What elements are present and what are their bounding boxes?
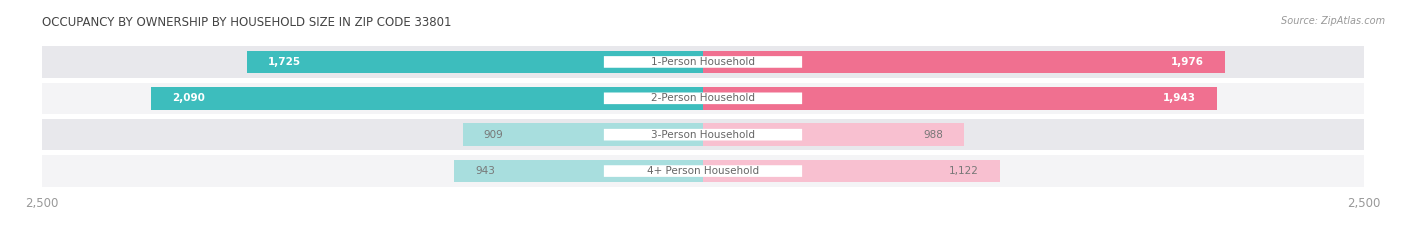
Bar [463,123,703,146]
FancyBboxPatch shape [603,93,803,104]
Bar [703,123,965,146]
Text: 4+ Person Household: 4+ Person Household [647,166,759,176]
Text: 1-Person Household: 1-Person Household [651,57,755,67]
Text: 909: 909 [484,130,503,140]
Bar [454,160,703,182]
Text: 2-Person Household: 2-Person Household [651,93,755,103]
Bar [150,87,703,110]
Bar [703,51,1225,73]
FancyBboxPatch shape [603,165,803,177]
Bar [42,119,1364,150]
Bar [42,46,1364,78]
Text: 1,976: 1,976 [1171,57,1204,67]
Text: Source: ZipAtlas.com: Source: ZipAtlas.com [1281,16,1385,26]
Bar [42,155,1364,187]
Bar [42,83,1364,114]
Text: 1,122: 1,122 [949,166,979,176]
Text: 1,943: 1,943 [1163,93,1195,103]
Text: 1,725: 1,725 [269,57,301,67]
Text: 943: 943 [475,166,495,176]
Bar [247,51,703,73]
Text: 988: 988 [924,130,943,140]
Text: OCCUPANCY BY OWNERSHIP BY HOUSEHOLD SIZE IN ZIP CODE 33801: OCCUPANCY BY OWNERSHIP BY HOUSEHOLD SIZE… [42,16,451,29]
FancyBboxPatch shape [603,56,803,68]
Bar [703,87,1216,110]
Text: 3-Person Household: 3-Person Household [651,130,755,140]
FancyBboxPatch shape [603,129,803,140]
Text: 2,090: 2,090 [172,93,205,103]
Bar [703,160,1000,182]
